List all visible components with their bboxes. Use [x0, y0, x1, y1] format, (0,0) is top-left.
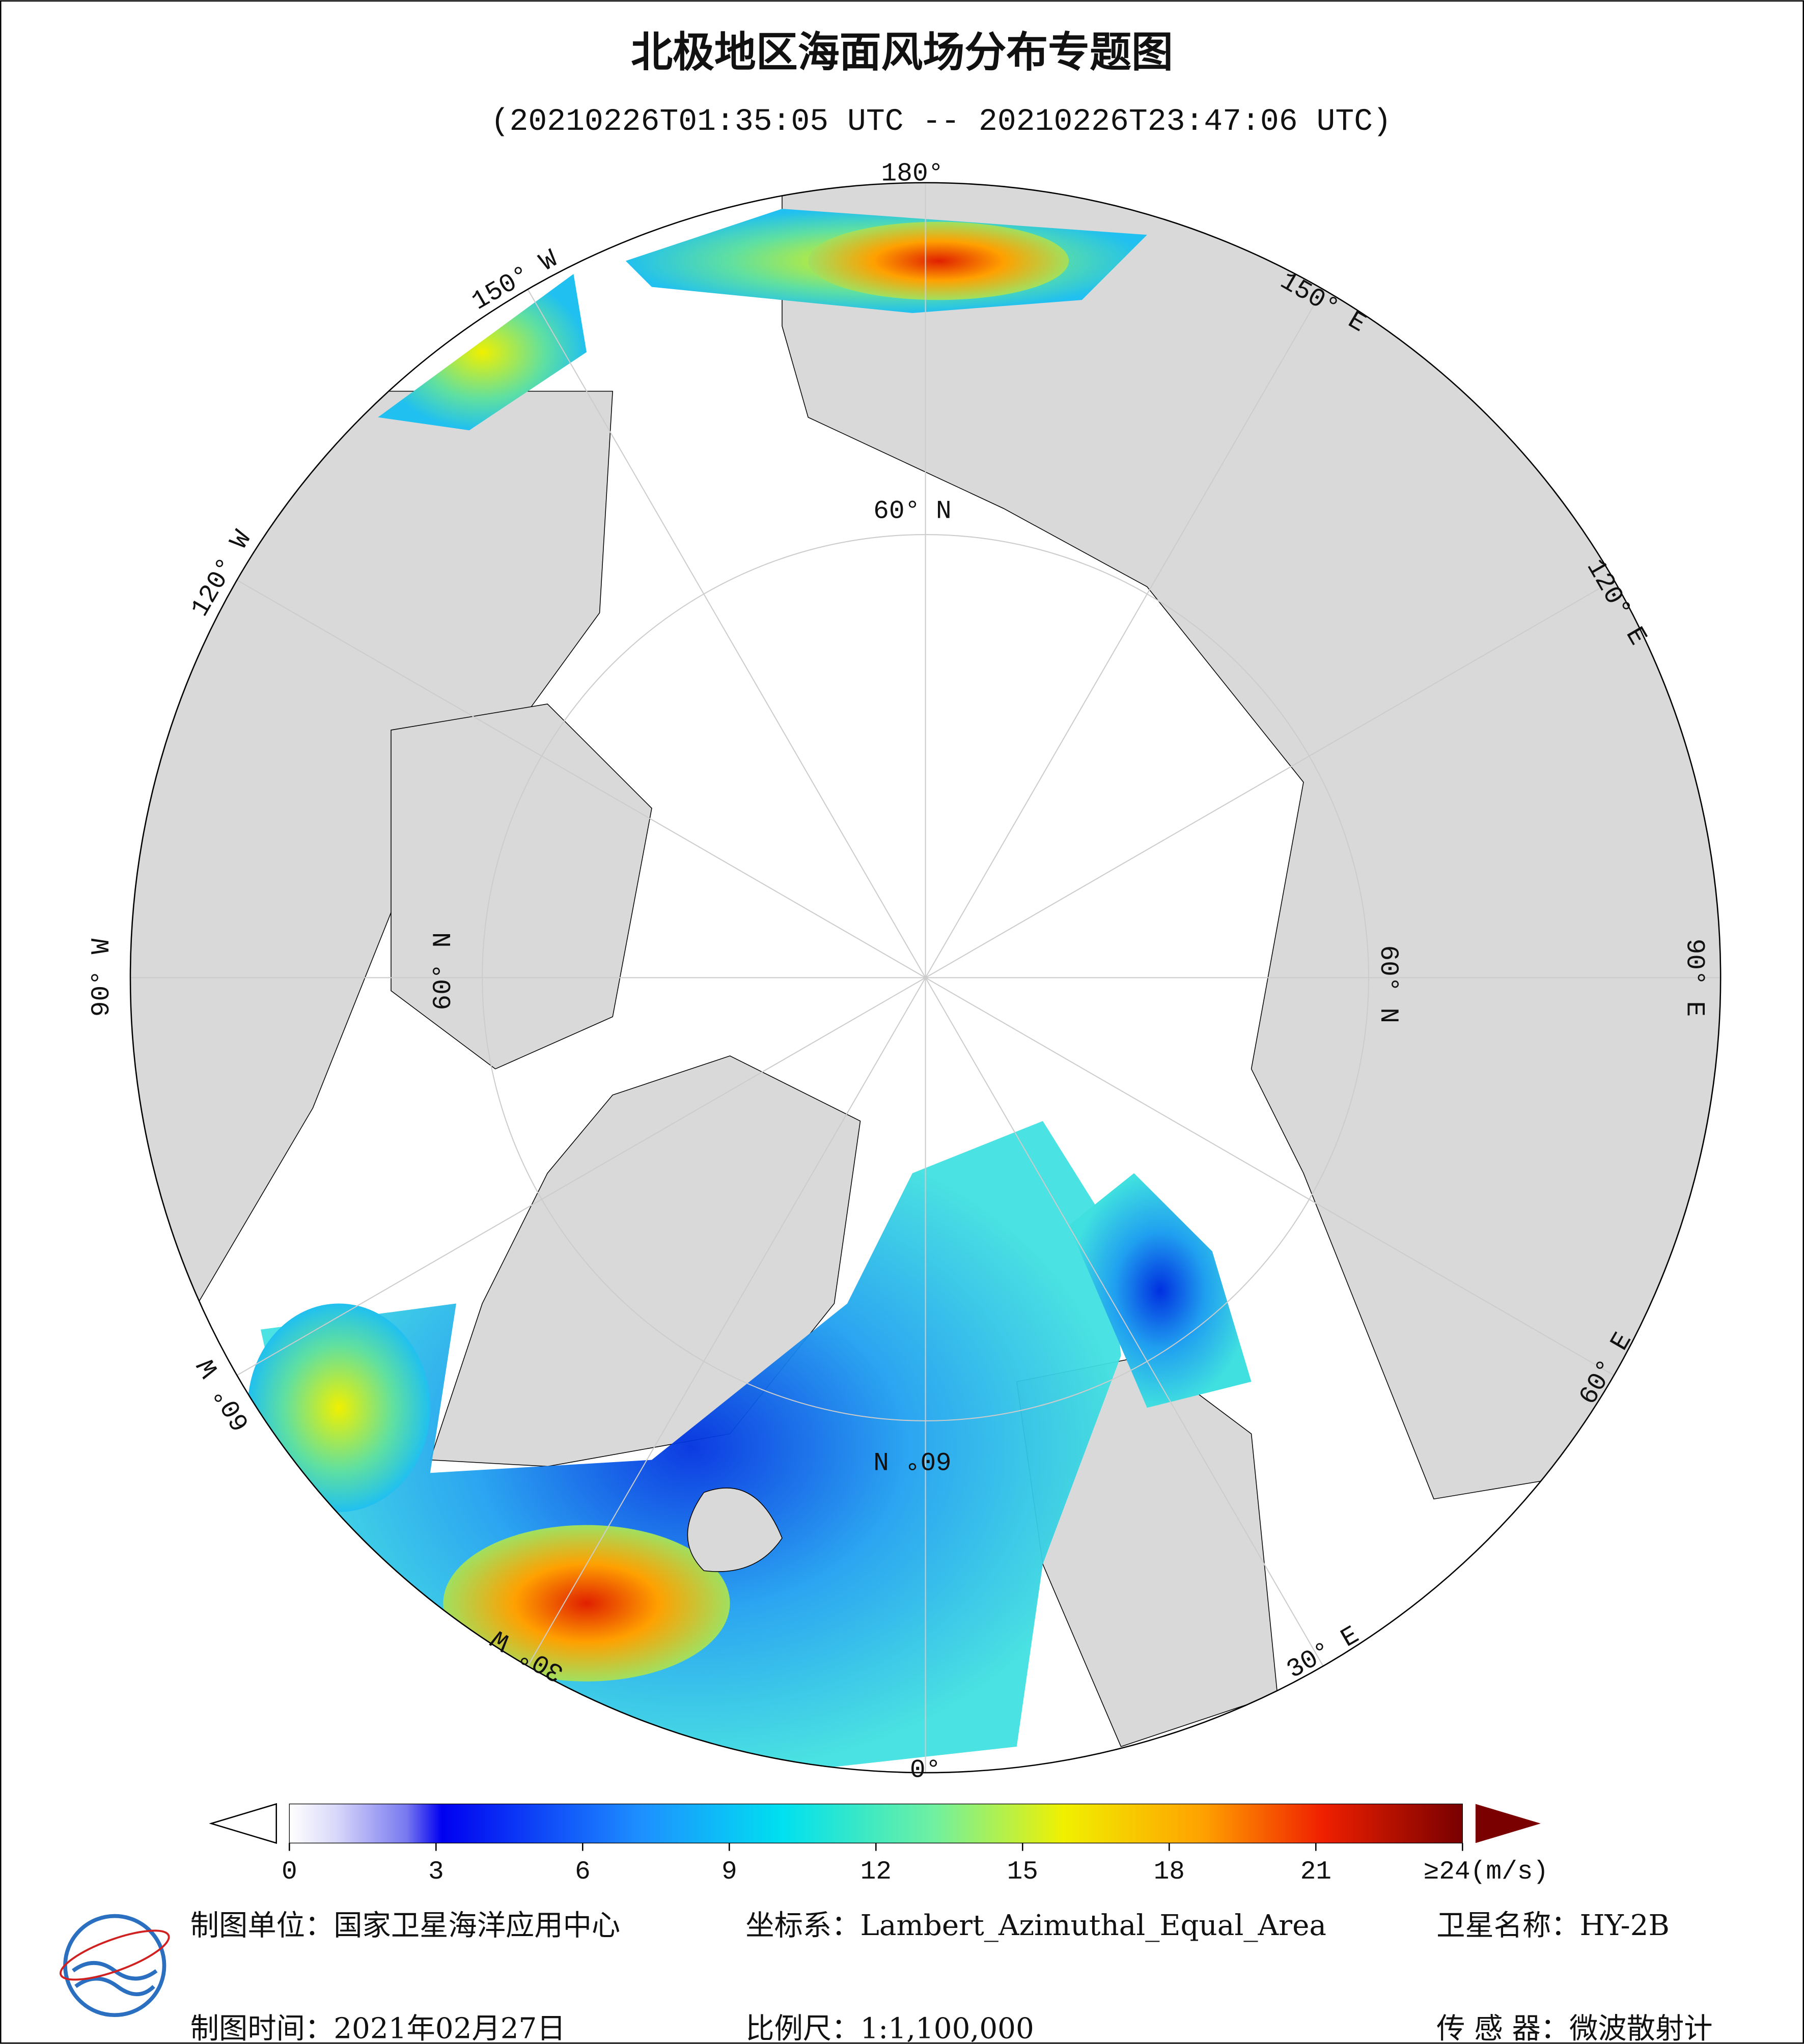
colorbar-tick-label: ≥24(m/s) [1423, 1857, 1548, 1887]
footer-sensor: 传 感 器：微波散射计 [1436, 2012, 1712, 2044]
wind-alaska [378, 274, 587, 431]
iceland [687, 1488, 783, 1572]
colorbar-tick-label: 9 [721, 1857, 737, 1887]
colorbar-tick-label: 15 [1007, 1857, 1038, 1887]
wind-high [443, 1525, 730, 1682]
greenland [429, 1055, 861, 1467]
footer-satellite: 卫星名称：HY-2B [1436, 1909, 1670, 1942]
colorbar-tick-label: 0 [282, 1857, 297, 1887]
eurasia [782, 182, 1721, 1500]
footer: 制图单位：国家卫星海洋应用中心 坐标系：Lambert_Azimuthal_Eq… [190, 1909, 1713, 2044]
colorbar-under [209, 1803, 277, 1844]
footer-date: 制图时间：2021年02月27日 [190, 2012, 566, 2044]
lon-label: 0° [910, 1755, 941, 1785]
colorbar: 0 3 6 9 12 15 18 21 ≥24(m/s) [209, 1803, 1548, 1887]
lat-label: 60° N [873, 497, 952, 526]
colorbar-ramp [289, 1803, 1463, 1843]
footer-scale: 比例尺：1:1,100,000 [745, 2012, 1034, 2044]
lat-label: 60° N [873, 1445, 952, 1474]
colorbar-tick-label: 21 [1300, 1857, 1331, 1887]
wind-barents [1069, 1173, 1252, 1408]
lon-label: 90° W [87, 938, 117, 1017]
title: 北极地区海面风场分布专题图 [631, 28, 1173, 76]
map-border [129, 182, 1722, 1774]
wind-bering-high [808, 221, 1069, 300]
lat-label: 60° N [429, 932, 458, 1011]
lon-label: 90° E [1679, 939, 1709, 1017]
graticule [130, 182, 1721, 1773]
subtitle: (20210226T01:35:05 UTC -- 20210226T23:47… [491, 104, 1392, 139]
lon-label: 180° [881, 159, 944, 188]
colorbar-tick-label: 18 [1154, 1857, 1185, 1887]
colorbar-over [1475, 1804, 1541, 1843]
footer-crs: 坐标系：Lambert_Azimuthal_Equal_Area [745, 1909, 1326, 1942]
logo [59, 1914, 170, 2018]
footer-unit: 制图单位：国家卫星海洋应用中心 [190, 1909, 620, 1942]
lat-label: 60° N [1373, 945, 1403, 1023]
colorbar-tick-label: 3 [428, 1857, 444, 1887]
map [130, 182, 1721, 1773]
colorbar-tick-label: 12 [861, 1857, 892, 1887]
colorbar-tick-label: 6 [575, 1857, 591, 1887]
